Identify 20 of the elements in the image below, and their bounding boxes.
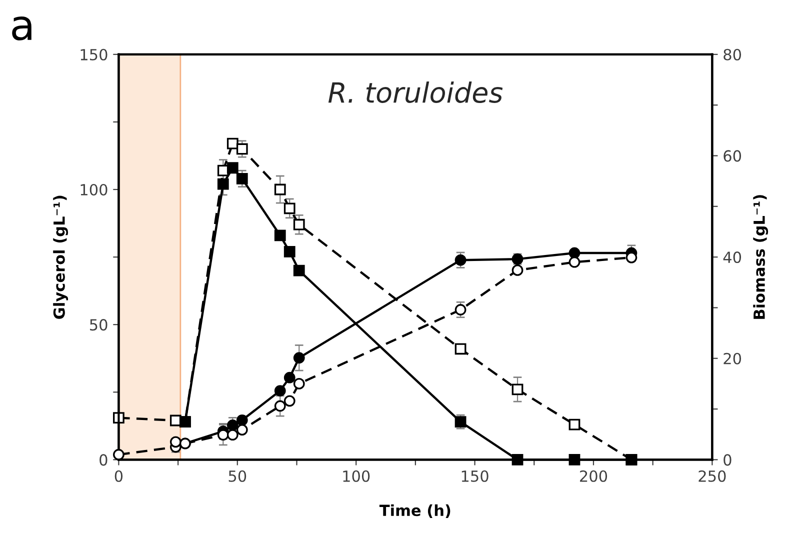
x-tick-label: 200 <box>580 470 608 482</box>
text: R. toruloides <box>328 81 503 103</box>
y2-tick-label: 0 <box>724 454 732 466</box>
x-tick-label: 250 <box>698 470 726 482</box>
y-tick-label: 100 <box>80 184 108 196</box>
y2-tick-label: 80 <box>724 48 742 60</box>
x-tick-label: 0 <box>114 470 123 482</box>
x-axis-title: Time (h) <box>379 504 450 518</box>
y-tick-label: 150 <box>80 48 108 60</box>
y-axis-title: Glycerol (gL⁻¹) <box>53 196 68 319</box>
x-tick-label: 150 <box>462 470 488 482</box>
text: a <box>12 16 32 40</box>
y2-tick-label: 40 <box>723 252 742 264</box>
y2-tick-label: 20 <box>724 352 742 364</box>
y-tick-label: 0 <box>100 454 108 466</box>
y2-tick-label: 60 <box>724 150 742 162</box>
y2-axis-title: Biomass (gL⁻¹) <box>753 195 768 319</box>
y-tick-label: 50 <box>90 319 108 331</box>
x-tick-label: 100 <box>343 470 370 482</box>
x-tick-label: 50 <box>228 470 246 482</box>
